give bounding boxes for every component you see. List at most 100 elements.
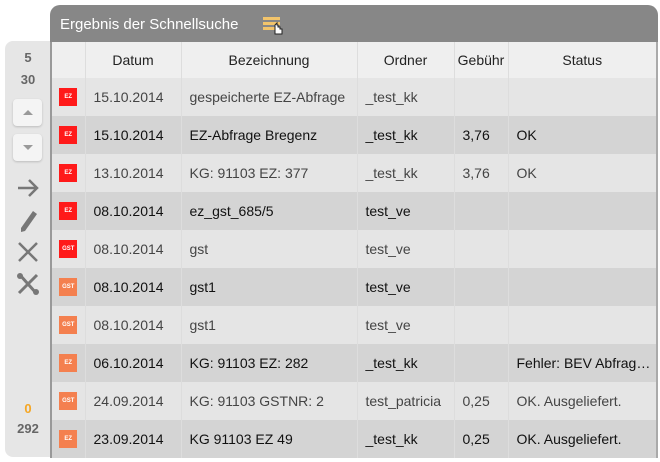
gst-badge-icon: GST — [59, 316, 78, 335]
ordner-cell: _test_kk — [357, 344, 455, 382]
sidebar: 5 30 0 292 — [5, 41, 51, 457]
gebuehr-cell — [454, 78, 509, 116]
datum-cell: 24.09.2014 — [85, 382, 182, 420]
table-row[interactable]: EZ 08.10.2014 ez_gst_685/5 test_ve — [51, 192, 658, 230]
bezeichnung-cell: KG 91103 EZ 49 — [181, 420, 358, 458]
status-cell — [508, 230, 658, 268]
status-cell: OK — [508, 154, 658, 192]
scroll-up-button[interactable] — [13, 99, 42, 126]
type-cell: GST — [51, 268, 86, 306]
ez-badge-icon: EZ — [59, 88, 78, 107]
type-cell: GST — [51, 382, 86, 420]
gebuehr-cell: 0,25 — [454, 420, 509, 458]
status-cell — [508, 306, 658, 344]
type-cell: GST — [51, 306, 86, 344]
table-row[interactable]: GST 08.10.2014 gst test_ve — [51, 230, 658, 268]
datum-cell: 15.10.2014 — [85, 116, 182, 154]
status-cell: Fehler: BEV Abfrage fehlgeschlagen — [508, 344, 658, 382]
gebuehr-cell — [454, 230, 509, 268]
ez-badge-icon: EZ — [59, 430, 78, 449]
gebuehr-cell: 3,76 — [454, 116, 509, 154]
ez-badge-icon: EZ — [59, 202, 78, 221]
title-bar: Ergebnis der Schnellsuche — [50, 5, 658, 42]
status-cell: OK — [508, 116, 658, 154]
arrow-right-icon[interactable] — [15, 175, 41, 201]
col-bezeichnung[interactable]: Bezeichnung — [181, 42, 358, 78]
table-row[interactable]: GST 08.10.2014 gst1 test_ve — [51, 268, 658, 306]
datum-cell: 08.10.2014 — [85, 268, 182, 306]
gst-badge-icon: GST — [59, 240, 78, 259]
pencil-icon[interactable] — [15, 208, 41, 234]
col-icon[interactable] — [51, 42, 86, 78]
datum-cell: 08.10.2014 — [85, 230, 182, 268]
ordner-cell: test_ve — [357, 192, 455, 230]
bezeichnung-cell: KG: 91103 EZ: 282 — [181, 344, 358, 382]
datum-cell: 08.10.2014 — [85, 192, 182, 230]
table-row[interactable]: EZ 23.09.2014 KG 91103 EZ 49 _test_kk 0,… — [51, 420, 658, 458]
datum-cell: 06.10.2014 — [85, 344, 182, 382]
ordner-cell: _test_kk — [357, 154, 455, 192]
gebuehr-cell — [454, 306, 509, 344]
scroll-down-button[interactable] — [13, 134, 42, 161]
datum-cell: 23.09.2014 — [85, 420, 182, 458]
col-datum[interactable]: Datum — [85, 42, 182, 78]
bezeichnung-cell: gst1 — [181, 268, 358, 306]
bezeichnung-cell: gst1 — [181, 306, 358, 344]
bezeichnung-cell: gst — [181, 230, 358, 268]
caret-down-icon — [22, 145, 33, 150]
bezeichnung-cell: gespeicherte EZ-Abfrage — [181, 78, 358, 116]
close-icon[interactable] — [15, 239, 41, 265]
col-gebuehr[interactable]: Gebühr — [454, 42, 509, 78]
ordner-cell: _test_kk — [357, 116, 455, 154]
column-menu-icon[interactable] — [263, 15, 285, 37]
col-status[interactable]: Status — [508, 42, 658, 78]
status-cell: OK. Ausgeliefert. — [508, 420, 658, 458]
gebuehr-cell — [454, 192, 509, 230]
gst-badge-icon: GST — [59, 392, 78, 411]
type-cell: EZ — [51, 192, 86, 230]
type-cell: EZ — [51, 116, 86, 154]
bezeichnung-cell: EZ-Abfrage Bregenz — [181, 116, 358, 154]
gebuehr-cell — [454, 268, 509, 306]
bezeichnung-cell: ez_gst_685/5 — [181, 192, 358, 230]
table-row[interactable]: GST 24.09.2014 KG: 91103 GSTNR: 2 test_p… — [51, 382, 658, 420]
page-size-30[interactable]: 30 — [20, 72, 36, 87]
type-cell: GST — [51, 230, 86, 268]
table-row[interactable]: EZ 15.10.2014 gespeicherte EZ-Abfrage _t… — [51, 78, 658, 116]
ordner-cell: _test_kk — [357, 78, 455, 116]
status-cell — [508, 192, 658, 230]
status-cell: OK. Ausgeliefert. — [508, 382, 658, 420]
type-cell: EZ — [51, 420, 86, 458]
ordner-cell: _test_kk — [357, 420, 455, 458]
gebuehr-cell: 3,76 — [454, 154, 509, 192]
status-cell — [508, 78, 658, 116]
ordner-cell: test_ve — [357, 306, 455, 344]
caret-up-icon — [22, 110, 33, 115]
table-row[interactable]: EZ 15.10.2014 EZ-Abfrage Bregenz _test_k… — [51, 116, 658, 154]
type-cell: EZ — [51, 78, 86, 116]
total-count: 292 — [17, 421, 39, 436]
type-cell: EZ — [51, 344, 86, 382]
results-table: Datum Bezeichnung Ordner Gebühr Status E… — [50, 42, 658, 458]
table-row[interactable]: GST 08.10.2014 gst1 test_ve — [51, 306, 658, 344]
col-ordner[interactable]: Ordner — [357, 42, 455, 78]
page-size-5[interactable]: 5 — [24, 50, 32, 65]
ordner-cell: test_patricia — [357, 382, 455, 420]
bezeichnung-cell: KG: 91103 EZ: 377 — [181, 154, 358, 192]
tools-icon[interactable] — [15, 271, 41, 297]
gebuehr-cell: 0,25 — [454, 382, 509, 420]
table-row[interactable]: EZ 06.10.2014 KG: 91103 EZ: 282 _test_kk… — [51, 344, 658, 382]
ez-badge-icon: EZ — [59, 126, 78, 145]
ordner-cell: test_ve — [357, 268, 455, 306]
datum-cell: 13.10.2014 — [85, 154, 182, 192]
datum-cell: 08.10.2014 — [85, 306, 182, 344]
ez-badge-icon: EZ — [59, 354, 78, 373]
status-cell — [508, 268, 658, 306]
table-row[interactable]: EZ 13.10.2014 KG: 91103 EZ: 377 _test_kk… — [51, 154, 658, 192]
gst-badge-icon: GST — [59, 278, 78, 297]
panel-title: Ergebnis der Schnellsuche — [60, 16, 239, 33]
ordner-cell: test_ve — [357, 230, 455, 268]
datum-cell: 15.10.2014 — [85, 78, 182, 116]
gebuehr-cell — [454, 344, 509, 382]
type-cell: EZ — [51, 154, 86, 192]
